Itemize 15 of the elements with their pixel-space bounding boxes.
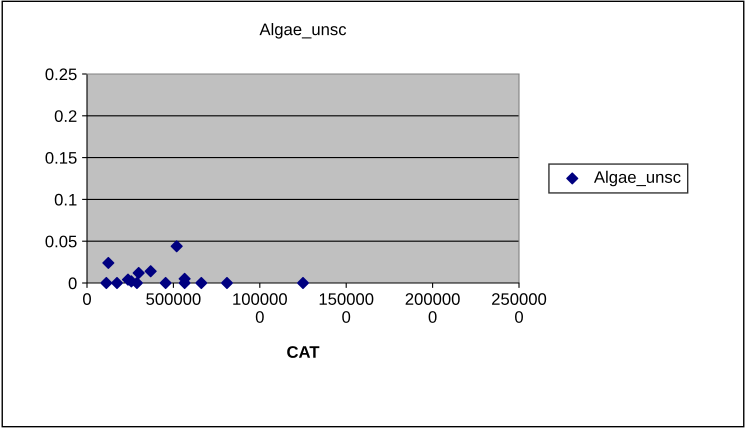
- y-tick-label: 0.1: [54, 194, 76, 206]
- y-tick-label: 0.15: [45, 152, 77, 164]
- legend-label: Algae_unsc: [594, 170, 681, 186]
- x-tick-label: 250000 0: [492, 293, 546, 323]
- y-tick-label: 0.25: [45, 68, 77, 80]
- x-tick-label: 500000: [146, 293, 201, 305]
- y-tick-label: 0: [68, 277, 77, 290]
- y-tick-label: 0.05: [45, 236, 77, 248]
- x-tick-label: 150000 0: [320, 293, 374, 323]
- y-tick-label: 0.2: [54, 110, 76, 122]
- x-axis-title: CAT: [287, 346, 320, 358]
- chart-title: Algae_unsc: [259, 23, 346, 39]
- x-tick-label: 0: [83, 293, 91, 305]
- x-tick-label: 200000 0: [406, 293, 460, 323]
- x-tick-label: 100000 0: [233, 293, 287, 323]
